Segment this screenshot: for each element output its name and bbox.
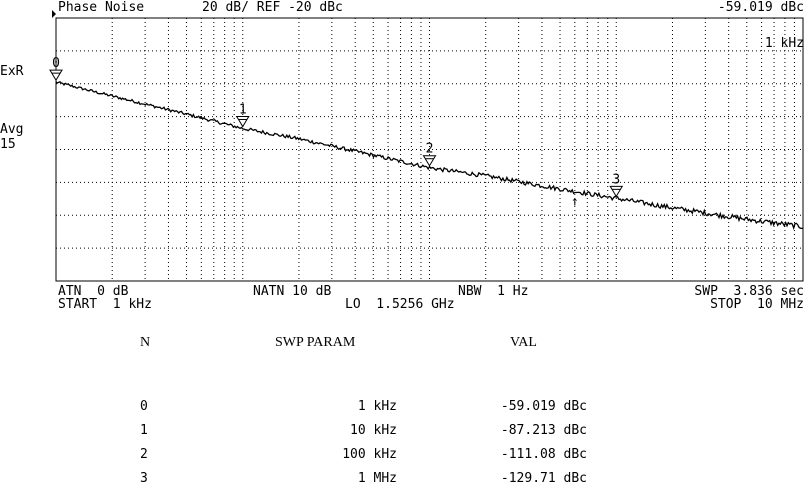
header-swp-param: SWP PARAM [275, 335, 356, 350]
lo-readout: LO 1.5256 GHz [345, 297, 455, 312]
marker-value-readout: -59.019 dBc [717, 0, 804, 15]
row-val: -111.08 dBc [500, 447, 587, 462]
table-row: 2 100 kHz -111.08 dBc [0, 448, 807, 468]
row-param: 10 kHz [350, 423, 397, 438]
stop-readout: STOP 10 MHz [710, 297, 804, 312]
row-n: 1 [140, 423, 148, 438]
plot-border [55, 17, 804, 282]
marker-freq-readout: 1 kHz [764, 36, 804, 51]
marker-0: 0 [49, 56, 63, 82]
row-val: -129.71 dBc [500, 471, 587, 486]
exr-label: ExR [0, 64, 24, 79]
row-n: 2 [140, 447, 148, 462]
search-arrow-icon: ↑ [571, 194, 579, 209]
avg-count: 15 [0, 137, 16, 152]
reference-arrow-icon [52, 10, 56, 18]
marker-triangle-icon [422, 155, 437, 167]
table-row: 3 1 MHz -129.71 dBc [0, 472, 807, 492]
table-header-row: N SWP PARAM VAL [0, 336, 807, 356]
plot-grid [56, 18, 803, 281]
marker-3: 3 [609, 172, 624, 198]
row-n: 0 [140, 399, 148, 414]
table-row: 1 10 kHz -87.213 dBc [0, 424, 807, 444]
header-n: N [140, 335, 151, 350]
natn-readout: NATN 10 dB [253, 284, 332, 299]
measurement-title: Phase Noise [58, 0, 145, 15]
scale-readout: 20 dB/ REF -20 dBc [202, 0, 343, 15]
plot-frame [52, 10, 804, 282]
row-n: 3 [140, 471, 148, 486]
swp-readout: SWP 3.836 sec [694, 284, 804, 299]
marker-label: 0 [52, 56, 60, 71]
atn-readout: ATN 0 dB [58, 284, 129, 299]
row-val: -87.213 dBc [500, 423, 587, 438]
start-readout: START 1 kHz [58, 297, 152, 312]
marker-label: 1 [239, 102, 247, 117]
marker-label: 2 [426, 142, 434, 157]
marker-triangle-icon [49, 69, 63, 82]
row-val: -59.019 dBc [500, 399, 587, 414]
marker-1: 1 [235, 102, 250, 128]
marker-group: 0 1 2 3 ↑ [49, 56, 624, 209]
avg-label: Avg [0, 122, 24, 137]
nbw-readout: NBW 1 Hz [458, 284, 529, 299]
marker-triangle-icon [609, 185, 624, 198]
row-param: 1 kHz [357, 399, 397, 414]
table-row: 0 1 kHz -59.019 dBc [0, 400, 807, 420]
marker-2: 2 [422, 142, 437, 167]
row-param: 100 kHz [342, 447, 397, 462]
marker-label: 3 [612, 172, 620, 187]
marker-triangle-icon [235, 115, 250, 128]
header-val: VAL [510, 335, 537, 350]
row-param: 1 MHz [357, 471, 397, 486]
